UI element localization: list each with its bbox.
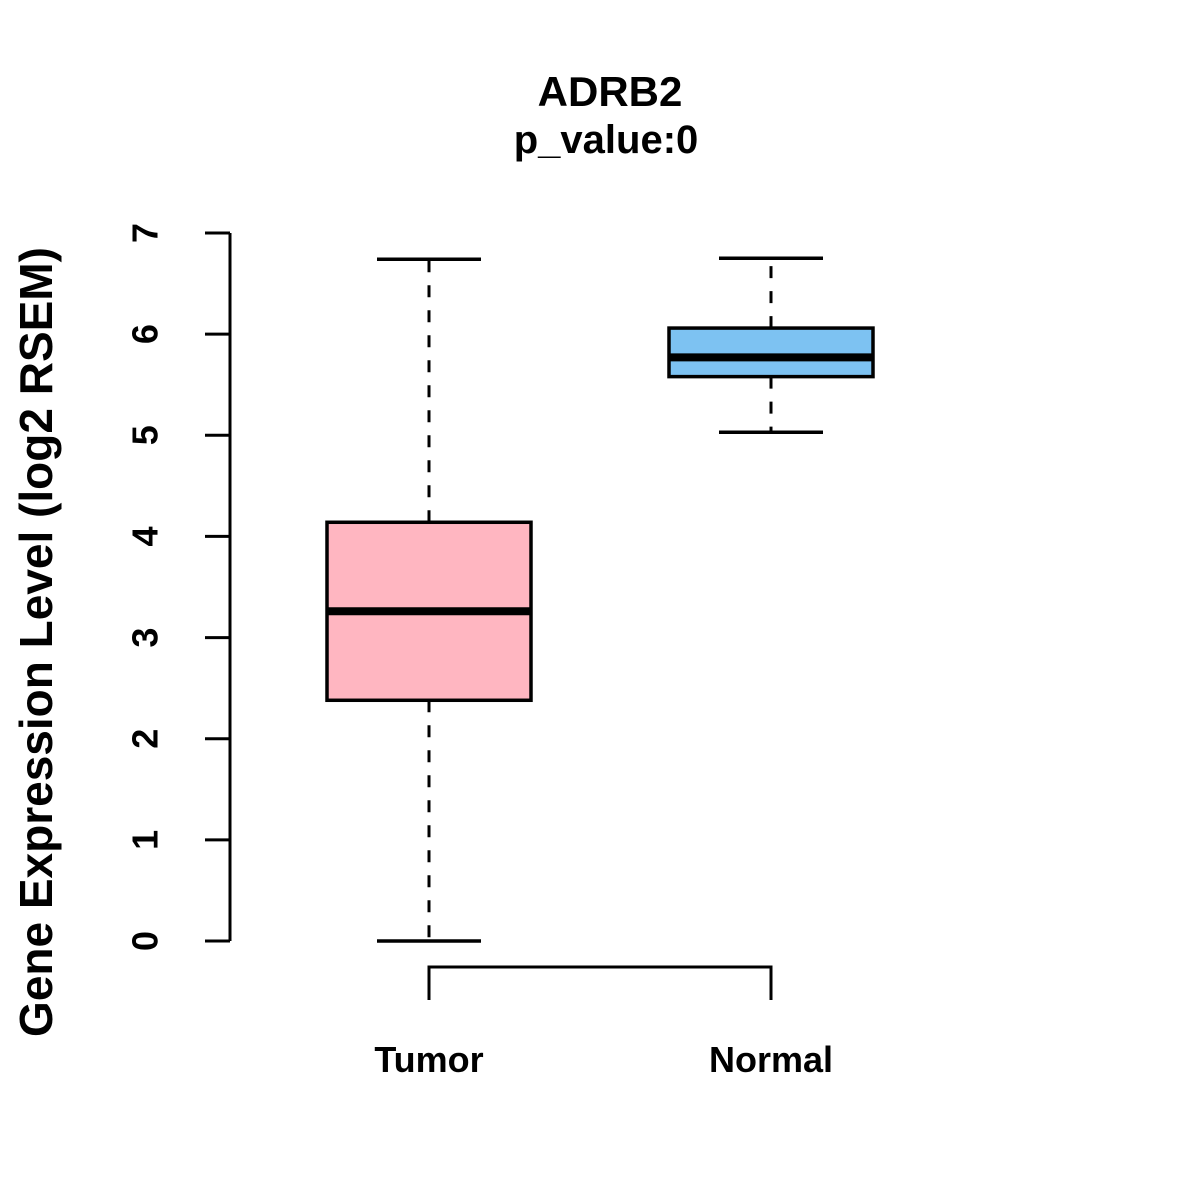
y-axis-label: Gene Expression Level (log2 RSEM): [10, 247, 62, 1037]
y-axis-tick-label: 2: [125, 729, 166, 749]
y-axis-tick-label: 4: [125, 526, 166, 546]
x-category-label-tumor: Tumor: [374, 1039, 483, 1080]
x-category-label-normal: Normal: [709, 1039, 833, 1080]
y-axis-tick-label: 6: [125, 324, 166, 344]
y-axis-tick-label: 7: [125, 223, 166, 243]
normal-box: [667, 326, 875, 379]
y-axis-tick-label: 3: [125, 628, 166, 648]
y-axis-tick-label: 5: [125, 425, 166, 445]
y-axis-tick-label: 1: [125, 830, 166, 850]
chart-subtitle: p_value:0: [513, 118, 699, 162]
y-axis-tick-label: 0: [125, 931, 166, 951]
x-axis-bracket: [427, 965, 773, 1000]
chart-title: ADRB2: [537, 68, 683, 115]
